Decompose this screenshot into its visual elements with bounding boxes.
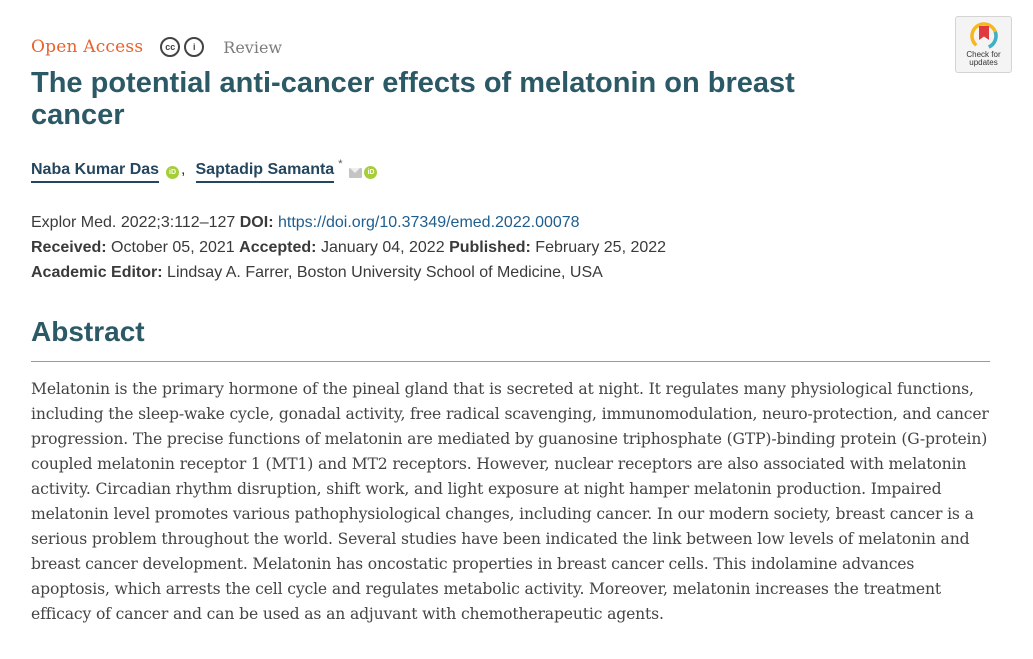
article-type-label: Review	[223, 37, 283, 57]
open-access-label: Open Access	[31, 37, 144, 57]
received-label: Received:	[31, 239, 107, 256]
article-labels: Open Access cc i Review	[31, 34, 282, 60]
creative-commons-icon[interactable]: cc	[160, 37, 181, 57]
crossmark-line-1: Check for	[966, 50, 1001, 59]
received-date: October 05, 2021	[111, 239, 235, 256]
author-link-samanta[interactable]: Saptadip Samanta	[195, 160, 335, 183]
email-icon[interactable]	[349, 168, 363, 178]
crossmark-badge[interactable]: Check for updates	[955, 16, 1012, 73]
orcid-icon[interactable]: iD	[166, 166, 180, 179]
article-title: The potential anti-cancer effects of mel…	[31, 67, 795, 131]
accepted-label: Accepted:	[239, 239, 317, 256]
author-list: Naba Kumar Das iD , Saptadip Samanta * i…	[31, 158, 378, 183]
academic-editor-value: Lindsay A. Farrer, Boston University Sch…	[167, 264, 603, 281]
orcid-icon[interactable]: iD	[364, 166, 378, 179]
dates-line: Received: October 05, 2021 Accepted: Jan…	[31, 235, 666, 260]
article-metadata: Explor Med. 2022;3:112–127 DOI: https://…	[31, 210, 666, 285]
author-separator: ,	[181, 161, 186, 178]
citation-line: Explor Med. 2022;3:112–127 DOI: https://…	[31, 210, 666, 235]
abstract-text: Melatonin is the primary hormone of the …	[31, 380, 989, 623]
abstract-heading: Abstract	[31, 316, 145, 347]
attribution-icon[interactable]: i	[184, 37, 205, 57]
published-date: February 25, 2022	[535, 239, 667, 256]
crossmark-icon	[969, 22, 998, 50]
doi-link[interactable]: https://doi.org/10.37349/emed.2022.00078	[277, 214, 580, 231]
doi-label: DOI:	[239, 214, 274, 231]
published-label: Published:	[449, 239, 531, 256]
editor-line: Academic Editor: Lindsay A. Farrer, Bost…	[31, 260, 666, 285]
corresponding-author-mark: *	[338, 158, 343, 170]
author-link-das[interactable]: Naba Kumar Das	[31, 160, 160, 183]
section-divider	[31, 361, 990, 362]
citation-text: Explor Med. 2022;3:112–127	[31, 214, 236, 231]
accepted-date: January 04, 2022	[320, 239, 445, 256]
academic-editor-label: Academic Editor:	[31, 264, 163, 281]
crossmark-line-2: updates	[969, 58, 998, 67]
crossmark-label: Check for updates	[966, 51, 1000, 67]
